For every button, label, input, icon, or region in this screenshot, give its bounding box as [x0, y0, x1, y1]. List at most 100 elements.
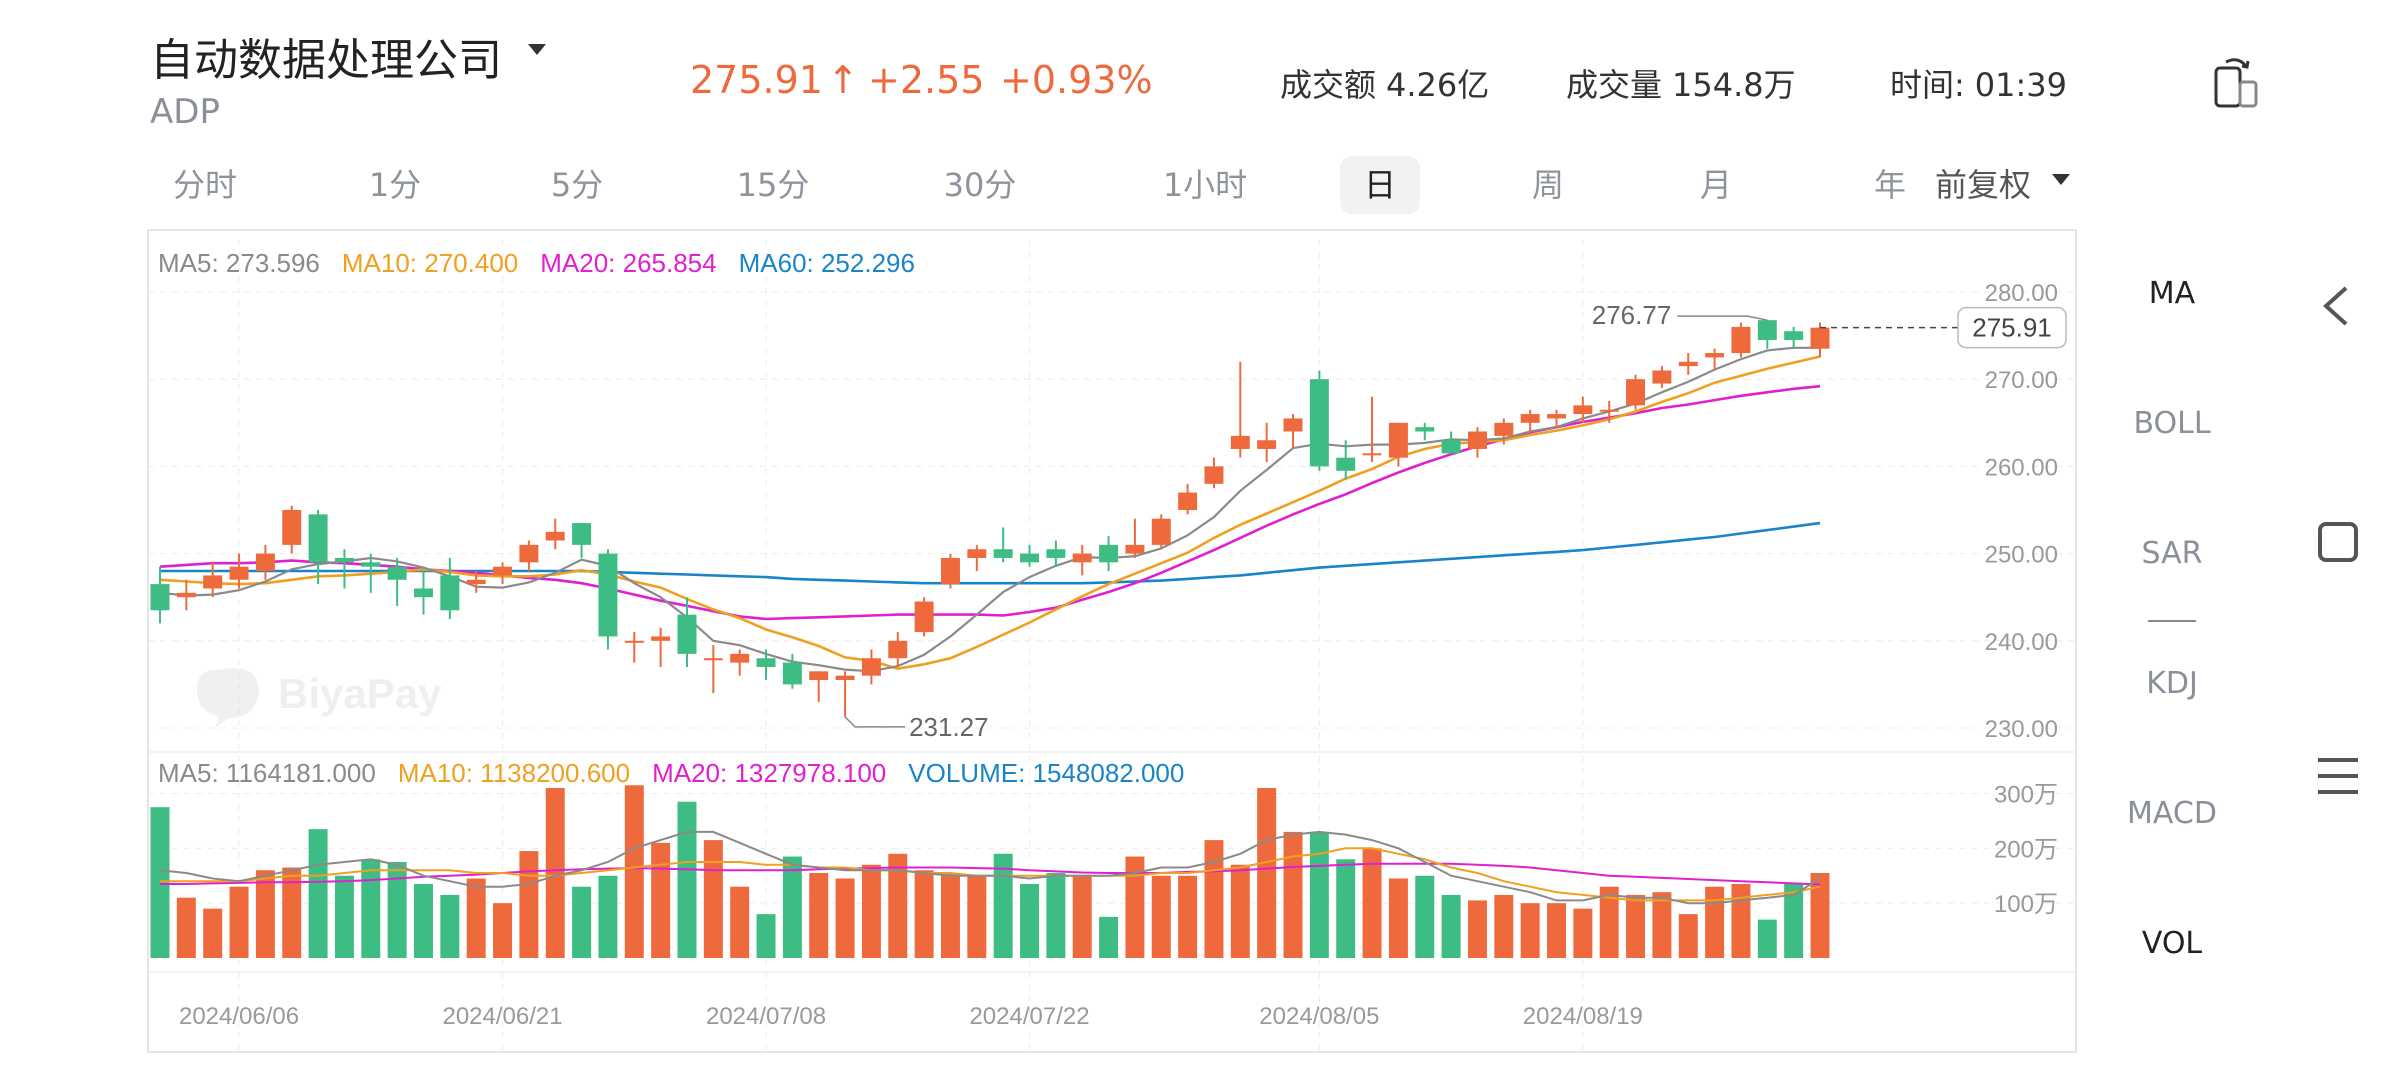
tab-1min[interactable]: 1分: [368, 166, 422, 204]
indicator-sar[interactable]: SAR: [2141, 536, 2203, 571]
volume-bar: [229, 886, 249, 958]
candle-body: [150, 584, 170, 611]
price-change: +2.55: [868, 58, 985, 102]
ma-legend-item: MA60: 252.296: [739, 248, 915, 278]
tab-30min[interactable]: 30分: [943, 166, 1017, 204]
watermark: BiyaPay: [197, 668, 442, 728]
volume-bar: [1072, 875, 1092, 958]
indicator-vol[interactable]: VOL: [2141, 926, 2203, 961]
candle-body: [1678, 361, 1698, 367]
candle-body: [1125, 544, 1145, 554]
volume-tick-label: 200万: [1994, 836, 2058, 863]
candle: [255, 544, 275, 580]
candle-body: [308, 514, 328, 563]
time-stat: 时间: 01:39: [1890, 60, 2067, 106]
price-tick-label: 250.00: [1985, 542, 2058, 569]
candle: [940, 553, 960, 589]
volume-bar: [1652, 892, 1672, 958]
back-icon[interactable]: [2310, 278, 2366, 334]
candle: [809, 671, 829, 702]
candle: [572, 523, 592, 558]
volume-bar: [1547, 903, 1566, 958]
candle: [1046, 540, 1066, 567]
rotate-screen-icon[interactable]: [2212, 54, 2260, 110]
volume-legend-item: MA5: 1164181.000: [158, 758, 376, 788]
indicator-ma[interactable]: MA: [2148, 276, 2196, 311]
volume-bar: [1626, 894, 1646, 958]
candle: [519, 540, 539, 572]
volume-bar: [1678, 914, 1698, 958]
volume-bar: [1494, 894, 1514, 958]
volume-bar: [1362, 848, 1382, 958]
recents-icon[interactable]: [2310, 748, 2366, 804]
candle-body: [255, 553, 275, 572]
home-icon[interactable]: [2310, 514, 2366, 570]
volume-value: 154.8万: [1672, 66, 1796, 104]
price-tick-label: 270.00: [1985, 367, 2058, 394]
volume-bar: [835, 878, 855, 958]
candle: [1178, 483, 1198, 515]
candle-body: [940, 557, 960, 585]
tab-15min[interactable]: 15分: [736, 166, 810, 204]
candle-body: [387, 566, 407, 580]
volume-bar: [730, 886, 750, 958]
watermark-logo: [197, 668, 259, 728]
volume-bar: [282, 867, 302, 958]
price-change-pct: +0.93%: [1000, 58, 1153, 102]
candle: [756, 649, 776, 681]
tab-day[interactable]: 日: [1340, 156, 1420, 214]
indicator-kdj[interactable]: KDJ: [2146, 666, 2198, 701]
volume-label: 成交量: [1566, 66, 1663, 104]
adjust-select[interactable]: 前复权: [1934, 166, 2031, 204]
candle-body: [414, 588, 433, 598]
candle-body: [1547, 414, 1566, 419]
candle: [1388, 422, 1408, 467]
chevron-down-icon[interactable]: [2052, 174, 2070, 185]
indicator-macd[interactable]: MACD: [2127, 796, 2217, 831]
tab-month[interactable]: 月: [1699, 166, 1732, 204]
volume-bar: [1283, 831, 1303, 958]
candle-body: [1731, 326, 1751, 354]
last-price: 275.91 ↑: [690, 58, 859, 102]
date-tick-label: 2024/06/21: [442, 1003, 562, 1030]
candle: [545, 518, 565, 550]
volume-bar: [1599, 886, 1619, 958]
candle: [651, 627, 671, 667]
candle-body: [993, 549, 1013, 558]
tab-timeshare[interactable]: 分时: [172, 166, 237, 204]
candle-body: [1784, 331, 1804, 340]
candle: [1020, 544, 1040, 567]
tab-week[interactable]: 周: [1531, 166, 1564, 204]
volume-bar: [334, 875, 354, 958]
candle: [703, 645, 723, 694]
volume-bar: [1415, 875, 1435, 958]
tab-1hour[interactable]: 1小时: [1162, 166, 1248, 204]
candle-body: [1810, 327, 1830, 349]
volume-bar: [203, 908, 223, 958]
chevron-down-icon[interactable]: [528, 44, 546, 55]
tab-year[interactable]: 年: [1873, 166, 1906, 204]
candle-body: [1178, 492, 1198, 510]
candle: [1415, 422, 1435, 441]
candle: [1151, 514, 1171, 550]
candle: [1309, 370, 1329, 471]
candle: [1784, 326, 1804, 349]
volume-bar: [1731, 883, 1751, 958]
indicator-boll[interactable]: BOLL: [2133, 406, 2211, 441]
volume-bar: [150, 807, 170, 958]
tab-5min[interactable]: 5分: [550, 166, 604, 204]
candle: [1257, 422, 1277, 463]
candle-body: [1230, 435, 1250, 449]
candle-body: [1046, 549, 1066, 558]
volume-bar: [1046, 873, 1066, 958]
candle: [493, 562, 513, 585]
vol_ma20-line: [160, 862, 1821, 886]
candle-body: [1362, 453, 1382, 456]
company-name[interactable]: 自动数据处理公司: [150, 35, 502, 86]
candle: [466, 571, 486, 593]
candle: [1547, 409, 1566, 428]
ticker-symbol: ADP: [150, 92, 220, 132]
volume-bar: [466, 878, 486, 958]
price-tick-label: 230.00: [1985, 716, 2058, 743]
